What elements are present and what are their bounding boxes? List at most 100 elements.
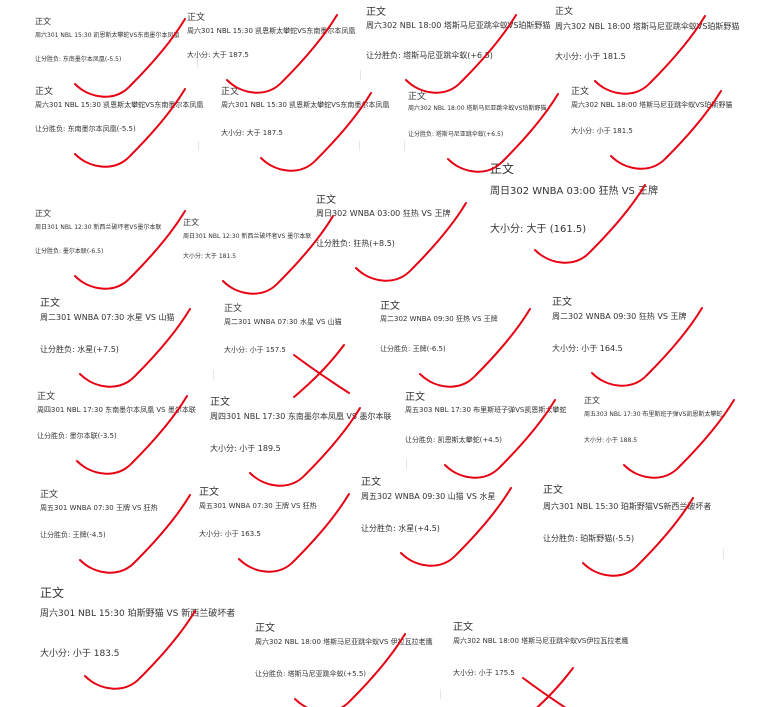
check-mark <box>74 18 186 98</box>
ticket-title: 正文 <box>380 301 400 312</box>
bet-line: 让分胜负: 狂热(+8.5) <box>316 239 395 248</box>
check-mark <box>594 15 706 95</box>
bet-line: 大小分: 大于 187.5 <box>187 51 249 59</box>
separator-tick <box>197 58 198 68</box>
check-stroke <box>76 395 188 475</box>
check-stroke <box>74 210 186 290</box>
separator-tick <box>360 70 361 80</box>
bet-line: 让分胜负: 塔斯马尼亚跳伞蚁(+6.5) <box>366 51 493 60</box>
match-line: 周日302 WNBA 03:00 狂热 VS 王牌 <box>316 209 451 218</box>
check-mark <box>79 308 191 388</box>
ticket-title: 正文 <box>361 477 381 488</box>
match-line: 周五303 NBL 17:30 布里斯班子弹VS凯恩斯太攀蛇 <box>405 406 567 414</box>
check-stroke <box>610 90 722 170</box>
check-mark <box>74 210 186 290</box>
cross-stroke <box>536 667 574 707</box>
ticket-title: 正文 <box>490 162 515 176</box>
check-stroke <box>238 493 350 573</box>
match-line: 周六301 NBL 15:30 凯恩斯太攀蛇VS东南墨尔本凤凰 <box>35 32 180 39</box>
check-mark <box>79 494 191 574</box>
check-stroke <box>260 92 372 172</box>
ticket-title: 正文 <box>224 304 243 314</box>
match-line: 周五301 WNBA 07:30 王牌 VS 狂热 <box>199 502 317 510</box>
bet-line: 让分胜负: 东南墨尔本凤凰(-5.5) <box>35 125 136 133</box>
check-stroke <box>355 202 467 282</box>
bet-line: 让分胜负: 凯恩斯太攀蛇(+4.5) <box>405 436 503 444</box>
cross-stroke <box>293 344 345 398</box>
separator-tick <box>359 141 360 151</box>
check-mark <box>238 493 350 573</box>
check-stroke <box>534 184 646 264</box>
check-mark <box>400 487 512 567</box>
ticket-title: 正文 <box>316 195 336 206</box>
ticket-title: 正文 <box>40 298 60 309</box>
check-stroke <box>444 399 556 479</box>
match-line: 周五301 WNBA 07:30 王牌 VS 狂热 <box>40 504 158 512</box>
check-stroke <box>74 18 186 98</box>
cross-mark <box>522 667 574 707</box>
cross-mark <box>293 344 350 398</box>
check-mark <box>260 92 372 172</box>
ticket-title: 正文 <box>35 17 51 26</box>
check-stroke <box>249 407 361 487</box>
separator-tick <box>198 141 199 151</box>
ticket-title: 正文 <box>571 87 590 97</box>
bet-line: 大小分: 小于 164.5 <box>552 344 623 353</box>
cross-stroke <box>522 677 567 707</box>
check-mark <box>405 14 517 94</box>
bet-line: 大小分: 小于 189.5 <box>210 444 281 453</box>
bet-line: 让分胜负: 墨尔本联(-6.5) <box>35 248 104 255</box>
check-mark <box>249 407 361 487</box>
match-line: 周四301 NBL 17:30 东南墨尔本凤凰 VS 墨尔本联 <box>210 412 392 421</box>
check-stroke <box>447 93 559 173</box>
bet-line: 大小分: 大于 181.5 <box>183 253 237 260</box>
match-line: 周日301 NBL 12:30 新西兰破坏者VS墨尔本联 <box>35 224 162 231</box>
check-stroke <box>419 308 531 388</box>
ticket-title: 正文 <box>408 92 427 102</box>
ticket-title: 正文 <box>255 623 275 634</box>
check-stroke <box>591 307 703 387</box>
bet-line: 让分胜负: 珀斯野猫(-5.5) <box>543 534 635 543</box>
ticket-title: 正文 <box>35 209 51 218</box>
bet-line: 大小分: 小于 183.5 <box>40 649 120 659</box>
bet-line: 大小分: 大于 (161.5) <box>490 224 587 235</box>
bet-line: 让分胜负: 东南墨尔本凤凰(-5.5) <box>35 56 122 63</box>
ticket-title: 正文 <box>210 397 230 408</box>
ticket-title: 正文 <box>40 490 59 500</box>
bet-line: 让分胜负: 塔斯马尼亚跳伞蚁(+6.5) <box>408 131 504 138</box>
bet-line: 让分胜负: 水星(+4.5) <box>361 524 440 533</box>
match-line: 周四301 NBL 17:30 东南墨尔本凤凰 VS 墨尔本联 <box>37 406 196 414</box>
separator-tick <box>440 689 441 699</box>
check-stroke <box>594 15 706 95</box>
check-stroke <box>84 610 196 690</box>
check-stroke <box>582 497 694 577</box>
separator-tick <box>406 459 407 469</box>
ticket-title: 正文 <box>366 7 386 18</box>
check-stroke <box>222 215 334 295</box>
check-mark <box>582 497 694 577</box>
ticket-title: 正文 <box>555 7 574 17</box>
check-mark <box>355 202 467 282</box>
ticket-title: 正文 <box>453 622 473 633</box>
ticket-title: 正文 <box>37 392 56 402</box>
check-stroke <box>294 633 406 707</box>
ticket-title: 正文 <box>552 297 572 308</box>
bet-line: 让分胜负: 王牌(-4.5) <box>40 531 106 539</box>
bet-line: 大小分: 大于 187.5 <box>221 129 283 137</box>
match-line: 周六302 NBL 18:00 塔斯马尼亚跳伞蚁VS珀斯野猫 <box>555 22 740 31</box>
match-line: 周六302 NBL 18:00 塔斯马尼亚跳伞蚁VS珀斯野猫 <box>571 101 733 109</box>
check-mark <box>74 88 186 168</box>
match-line: 周二301 WNBA 07:30 水星 VS 山猫 <box>40 313 175 322</box>
check-mark <box>447 93 559 173</box>
match-line: 周六302 NBL 18:00 塔斯马尼亚跳伞蚁VS珀斯野猫 <box>366 21 551 30</box>
check-mark <box>226 14 338 94</box>
check-mark <box>610 90 722 170</box>
ticket-title: 正文 <box>221 87 240 97</box>
check-mark <box>76 395 188 475</box>
cross-stroke <box>293 354 350 394</box>
bet-line: 大小分: 小于 157.5 <box>224 346 286 354</box>
check-stroke <box>74 88 186 168</box>
match-line: 周五303 NBL 17:30 布里斯班子弹VS凯恩斯太攀蛇 <box>584 411 723 418</box>
bet-line: 大小分: 小于 188.5 <box>584 437 638 444</box>
match-line: 周六301 NBL 15:30 凯恩斯太攀蛇VS东南墨尔本凤凰 <box>221 101 390 109</box>
